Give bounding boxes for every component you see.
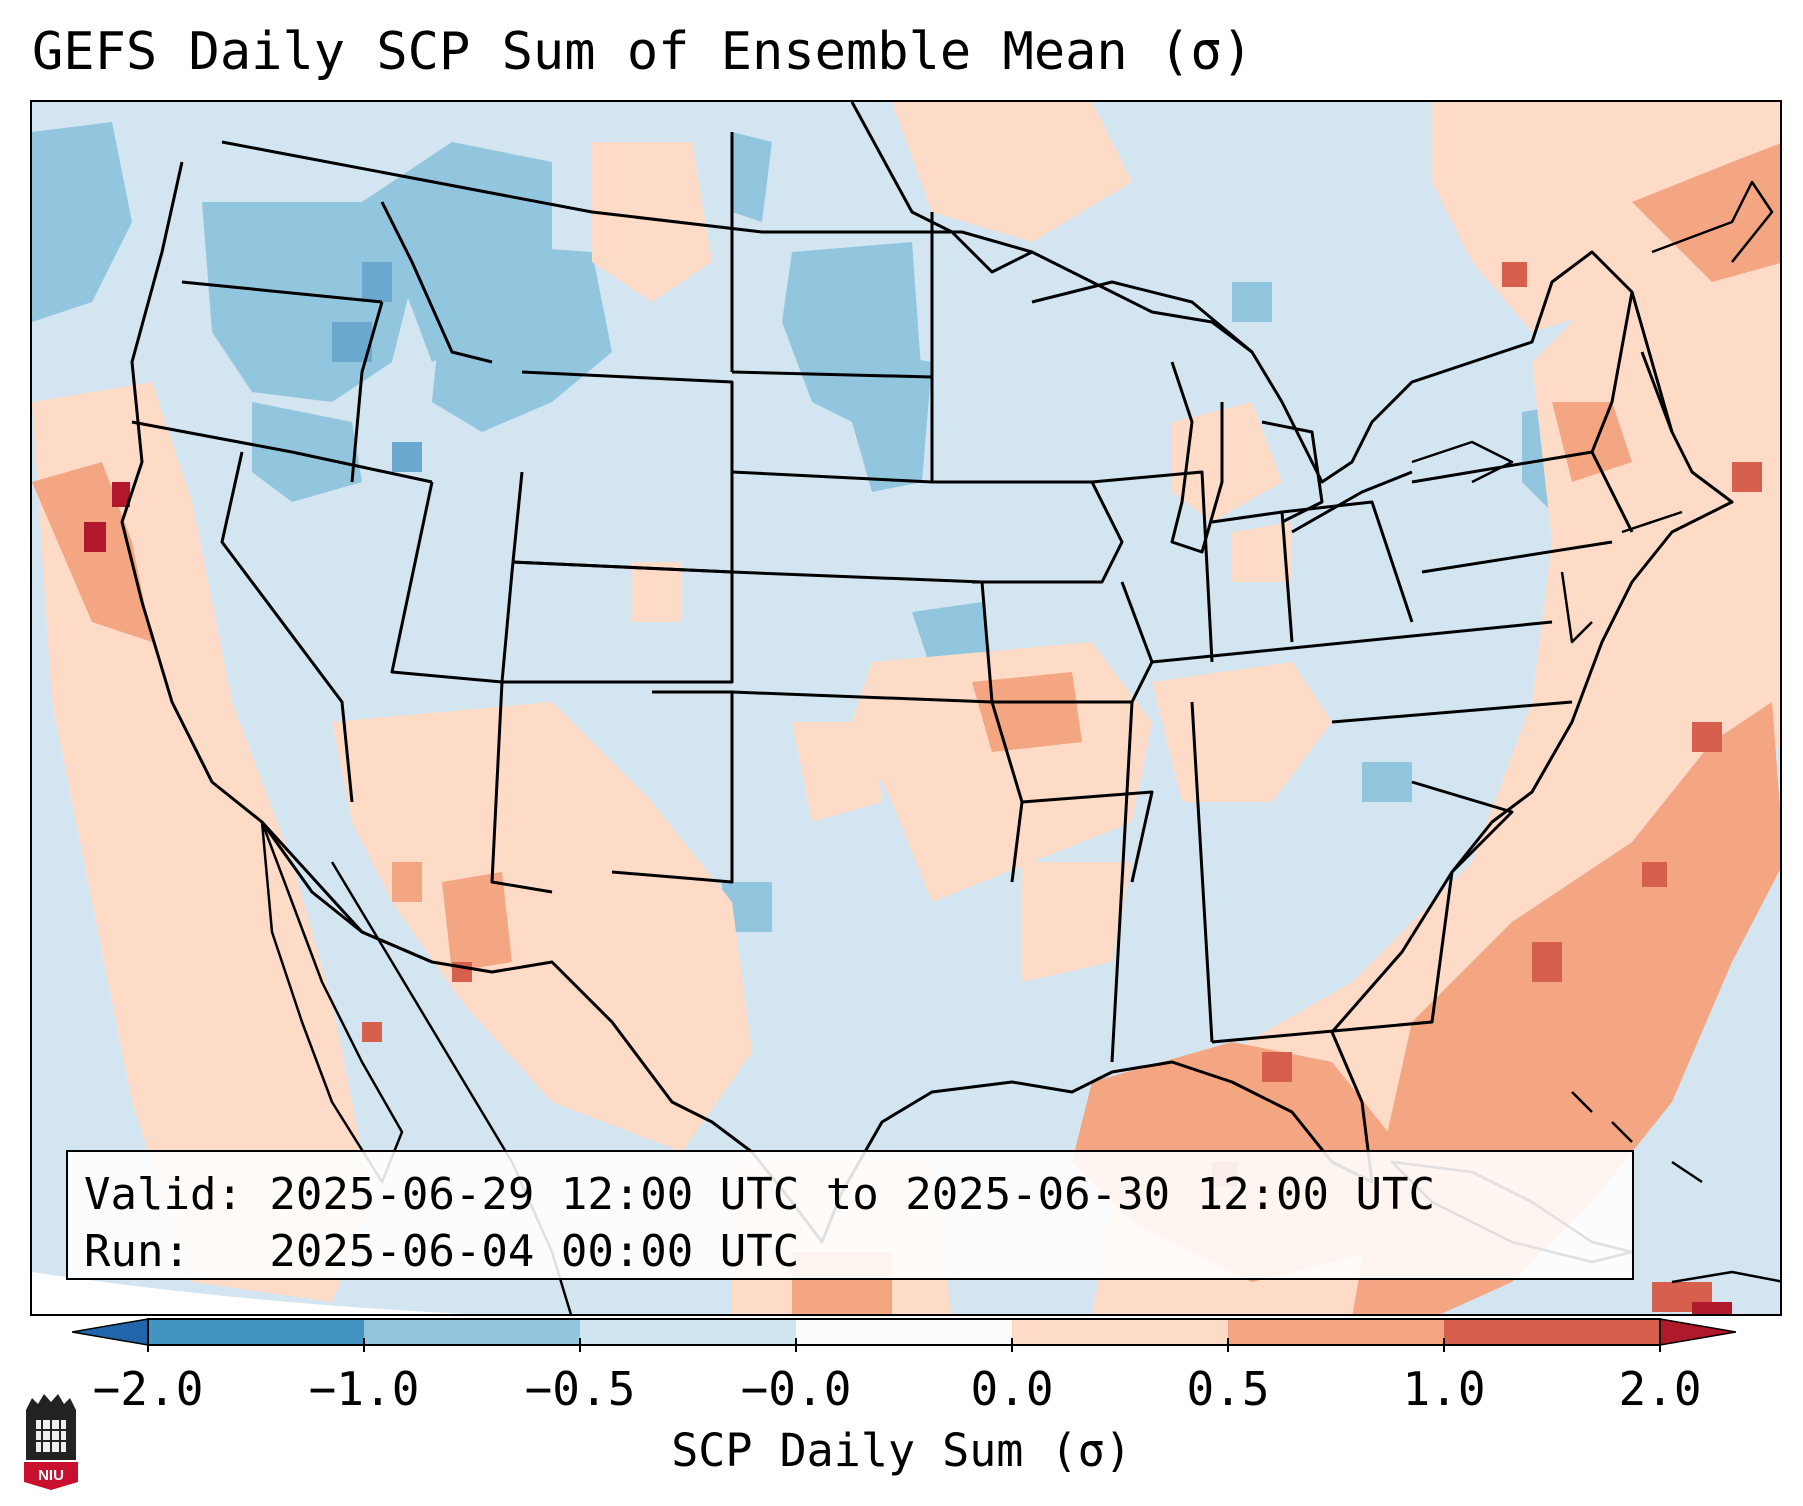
negative-anomaly-regions bbox=[32, 122, 1602, 932]
border-wa-or bbox=[181, 280, 383, 304]
canada-border bbox=[221, 140, 1033, 254]
outside-projection-area bbox=[32, 1272, 468, 1314]
colorbar-extend-low bbox=[72, 1318, 149, 1346]
border-wi-il bbox=[1091, 470, 1214, 663]
tick-label: 1.0 bbox=[1402, 1362, 1486, 1416]
border-nd-sd bbox=[731, 370, 933, 379]
border-ar-la bbox=[1021, 790, 1154, 883]
tick-mark bbox=[795, 1338, 797, 1352]
great-lakes-ontario bbox=[1411, 440, 1514, 484]
border-in-oh bbox=[1211, 500, 1414, 643]
border-az-nm bbox=[490, 681, 553, 894]
border-nm-tx bbox=[611, 690, 734, 884]
tick-mark bbox=[1443, 1338, 1445, 1352]
chesapeake bbox=[1560, 571, 1593, 644]
border-ga-fl bbox=[1211, 871, 1454, 1044]
tick-label: 0.0 bbox=[970, 1362, 1054, 1416]
colorbar bbox=[72, 1318, 1736, 1346]
border-id-mt bbox=[380, 201, 493, 364]
border-or-ca bbox=[131, 420, 433, 484]
border-ms-al bbox=[1110, 701, 1214, 1063]
highest-anomaly-cells bbox=[362, 262, 1762, 1312]
tick-mark bbox=[363, 1338, 365, 1352]
tick-label: −0.0 bbox=[740, 1362, 852, 1416]
border-ia bbox=[932, 480, 1124, 584]
tick-label: −0.5 bbox=[524, 1362, 636, 1416]
colorbar-seg-3 bbox=[580, 1319, 796, 1345]
niu-logo: NIU bbox=[24, 1394, 78, 1490]
great-lakes-superior bbox=[1031, 280, 1253, 354]
border-new-england bbox=[1590, 291, 1674, 453]
colorbar-extend-high bbox=[1659, 1318, 1736, 1346]
nova-scotia bbox=[1651, 180, 1774, 263]
border-ut bbox=[390, 471, 524, 684]
colorbar-seg-2 bbox=[364, 1319, 580, 1345]
run-time-text: Run: 2025-06-04 00:00 UTC bbox=[84, 1226, 800, 1277]
border-id-or bbox=[350, 301, 384, 483]
valid-time-text: Valid: 2025-06-29 12:00 UTC to 2025-06-3… bbox=[84, 1169, 1436, 1220]
border-mexico bbox=[260, 820, 433, 964]
colorbar-seg-5 bbox=[1012, 1319, 1228, 1345]
border-co bbox=[502, 560, 734, 684]
great-lakes-michigan bbox=[1170, 361, 1224, 554]
border-sd-ne bbox=[731, 470, 933, 484]
tick-label: 0.5 bbox=[1186, 1362, 1270, 1416]
tick-mark bbox=[1011, 1338, 1013, 1352]
border-mo-ar bbox=[992, 581, 1154, 704]
colorbar-frame bbox=[147, 1318, 1661, 1346]
tick-label: −1.0 bbox=[308, 1362, 420, 1416]
chart-title: GEFS Daily SCP Sum of Ensemble Mean (σ) bbox=[32, 22, 1253, 82]
valid-run-info-box: Valid: 2025-06-29 12:00 UTC to 2025-06-3… bbox=[66, 1150, 1634, 1280]
logo-text: NIU bbox=[38, 1467, 64, 1484]
long-island bbox=[1621, 510, 1683, 534]
colorbar-label: SCP Daily Sum (σ) bbox=[671, 1424, 1132, 1477]
colorbar-seg-1 bbox=[148, 1319, 364, 1345]
hispaniola bbox=[1671, 1270, 1780, 1284]
colorbar-seg-4 bbox=[796, 1319, 1012, 1345]
tick-mark bbox=[1659, 1338, 1661, 1352]
border-tn-ky bbox=[1151, 620, 1553, 664]
map-canvas bbox=[32, 102, 1780, 1314]
map-panel bbox=[30, 100, 1782, 1316]
border-nv-ca bbox=[220, 451, 354, 803]
bahamas bbox=[1571, 1091, 1703, 1184]
tick-label: 2.0 bbox=[1618, 1362, 1702, 1416]
colorbar-seg-6 bbox=[1228, 1319, 1444, 1345]
positive-anomaly-regions bbox=[32, 102, 1780, 1314]
state-boundaries bbox=[120, 102, 1734, 1244]
border-nc-sc bbox=[1331, 700, 1573, 874]
border-tx-ok bbox=[731, 690, 1024, 883]
tick-mark bbox=[579, 1338, 581, 1352]
tick-label: −2.0 bbox=[92, 1362, 204, 1416]
extreme-anomaly-cells bbox=[84, 482, 1732, 1314]
great-lakes-erie bbox=[1291, 470, 1413, 534]
tick-mark bbox=[1227, 1338, 1229, 1352]
colorbar-seg-7 bbox=[1444, 1319, 1660, 1345]
great-lakes-huron bbox=[1261, 420, 1324, 524]
tick-mark bbox=[147, 1338, 149, 1352]
